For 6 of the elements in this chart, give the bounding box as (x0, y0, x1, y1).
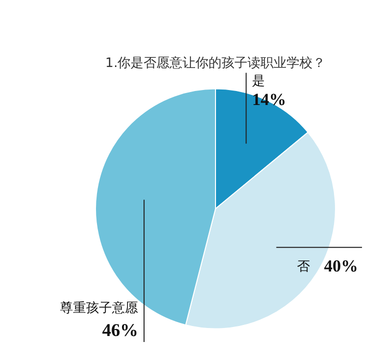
data-label: 46% (102, 320, 138, 340)
chart-title: 1.你是否愿意让你的孩子读职业学校？ (105, 56, 326, 72)
data-label: 40% (324, 256, 358, 276)
slice-label: 是 (252, 74, 266, 89)
slice-label: 尊重孩子意愿 (60, 301, 138, 316)
slice-label: 否 (297, 259, 310, 274)
